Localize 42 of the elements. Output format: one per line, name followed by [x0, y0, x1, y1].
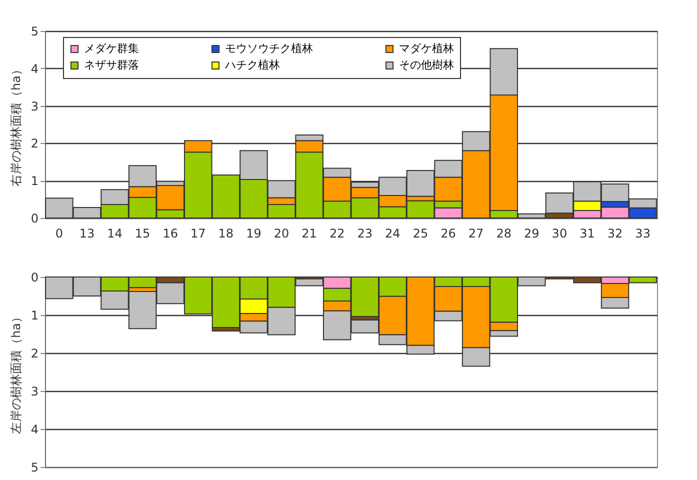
x-tick-label: 15 — [134, 226, 150, 240]
x-tick-label: 29 — [524, 226, 540, 240]
y-tick-label: 0 — [30, 212, 38, 226]
y-axis-title: 左岸の樹林面積（ha） — [8, 311, 23, 434]
legend-label: モウソウチク植林 — [225, 42, 313, 55]
x-tick-label: 24 — [385, 226, 400, 240]
x-tick-label: 26 — [440, 226, 456, 240]
legend-label: マダケ植林 — [399, 42, 454, 55]
x-tick-label: 25 — [412, 226, 428, 240]
x-tick-label: 33 — [635, 226, 650, 240]
x-tick-label: 22 — [329, 226, 345, 240]
x-tick-label: 18 — [218, 226, 234, 240]
x-tick-label: 16 — [162, 226, 178, 240]
x-tick-label: 13 — [79, 226, 95, 240]
x-tick-label: 20 — [274, 226, 290, 240]
x-tick-label: 32 — [607, 226, 623, 240]
legend-label: その他樹林 — [399, 58, 454, 72]
y-tick-label: 4 — [30, 62, 38, 76]
x-tick-label: 30 — [552, 226, 568, 240]
y-tick-label: 1 — [30, 174, 38, 188]
legend-label: ネザサ群落 — [84, 58, 139, 72]
legend-label: ハチク植林 — [224, 58, 280, 72]
x-tick-label: 14 — [107, 226, 122, 240]
x-tick-label: 19 — [246, 226, 262, 240]
y-tick-label: 3 — [30, 99, 38, 114]
x-tick-label: 27 — [468, 226, 484, 240]
x-tick-label: 21 — [302, 226, 317, 240]
y-tick-label: 5 — [30, 24, 38, 38]
legend-label: メダケ群集 — [84, 42, 139, 55]
x-tick-label: 28 — [496, 226, 512, 240]
y-tick-label: 3 — [30, 384, 38, 398]
y-tick-label: 2 — [30, 346, 38, 360]
y-tick-label: 4 — [30, 422, 38, 436]
y-tick-label: 2 — [30, 136, 38, 151]
x-tick-label: 17 — [190, 226, 206, 240]
y-tick-label: 5 — [30, 460, 38, 474]
x-tick-label: 31 — [580, 226, 595, 240]
x-tick-label: 23 — [357, 226, 373, 240]
y-tick-label: 1 — [30, 308, 38, 322]
y-tick-label: 0 — [30, 270, 38, 284]
x-tick-label: 0 — [55, 226, 63, 240]
y-axis-title: 右岸の樹林面積（ha） — [8, 64, 23, 186]
